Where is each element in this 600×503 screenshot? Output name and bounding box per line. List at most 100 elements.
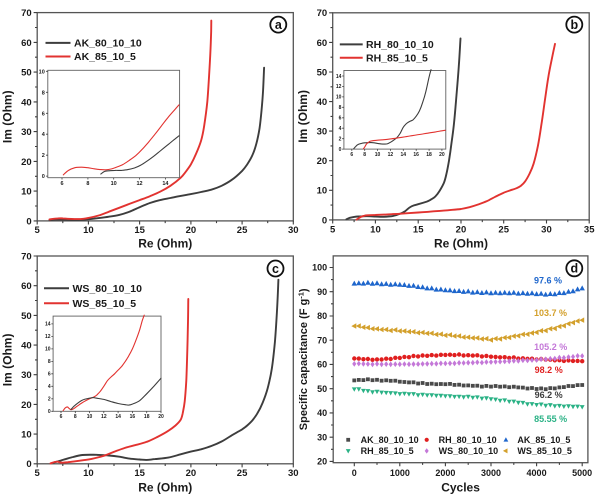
svg-text:20: 20 <box>186 468 197 479</box>
svg-text:60: 60 <box>21 38 32 49</box>
svg-text:AK_85_10_5: AK_85_10_5 <box>517 435 570 445</box>
svg-text:40: 40 <box>317 408 327 418</box>
svg-text:Im (Ohm): Im (Ohm) <box>1 90 15 143</box>
svg-text:10: 10 <box>87 414 93 420</box>
svg-text:25: 25 <box>498 225 509 236</box>
svg-text:2: 2 <box>339 136 342 142</box>
svg-text:50: 50 <box>21 311 32 322</box>
svg-text:15: 15 <box>134 468 145 479</box>
svg-text:6: 6 <box>48 372 51 378</box>
svg-text:0: 0 <box>322 215 327 226</box>
svg-text:10: 10 <box>111 181 117 187</box>
svg-text:20: 20 <box>186 225 197 236</box>
svg-text:WS_85_10_5: WS_85_10_5 <box>73 298 137 310</box>
svg-text:10: 10 <box>83 225 94 236</box>
svg-text:1000: 1000 <box>390 468 410 478</box>
svg-text:12: 12 <box>101 414 107 420</box>
svg-text:18: 18 <box>426 152 432 158</box>
svg-text:5000: 5000 <box>572 468 592 478</box>
svg-text:15: 15 <box>134 225 145 236</box>
svg-text:50: 50 <box>317 384 327 394</box>
svg-text:2000: 2000 <box>435 468 455 478</box>
svg-text:2: 2 <box>48 397 51 403</box>
svg-text:10: 10 <box>45 347 51 353</box>
svg-text:5: 5 <box>35 468 41 479</box>
svg-text:8: 8 <box>74 414 77 420</box>
svg-text:Cycles: Cycles <box>441 481 480 495</box>
svg-text:a: a <box>275 18 283 32</box>
svg-text:15: 15 <box>413 225 424 236</box>
svg-text:0: 0 <box>352 468 357 478</box>
svg-text:25: 25 <box>237 225 248 236</box>
svg-text:20: 20 <box>456 225 467 236</box>
svg-text:70: 70 <box>317 335 327 345</box>
svg-text:14: 14 <box>162 181 169 187</box>
svg-text:4000: 4000 <box>527 468 547 478</box>
svg-text:12: 12 <box>136 181 142 187</box>
svg-text:10: 10 <box>39 69 45 75</box>
svg-text:10: 10 <box>83 468 94 479</box>
svg-text:50: 50 <box>317 67 328 78</box>
svg-text:60: 60 <box>317 38 328 49</box>
svg-text:85.55 %: 85.55 % <box>534 414 567 424</box>
svg-text:6: 6 <box>339 116 342 122</box>
svg-text:96.2 %: 96.2 % <box>535 390 563 400</box>
svg-text:6: 6 <box>350 152 353 158</box>
svg-text:AK_85_10_5: AK_85_10_5 <box>74 51 136 63</box>
svg-text:20: 20 <box>317 156 328 167</box>
svg-text:14: 14 <box>401 152 407 158</box>
svg-text:30: 30 <box>21 370 32 381</box>
svg-text:RH_80_10_10: RH_80_10_10 <box>366 39 434 51</box>
svg-text:Im (Ohm): Im (Ohm) <box>296 90 310 143</box>
svg-text:6: 6 <box>42 111 45 117</box>
svg-text:4: 4 <box>48 384 51 390</box>
svg-text:8: 8 <box>339 105 342 111</box>
svg-text:20: 20 <box>158 414 164 420</box>
svg-text:10: 10 <box>21 187 32 198</box>
svg-text:10: 10 <box>317 186 328 197</box>
svg-text:70: 70 <box>317 8 328 19</box>
svg-text:30: 30 <box>317 432 327 442</box>
svg-text:6: 6 <box>60 414 63 420</box>
svg-text:10: 10 <box>336 95 342 101</box>
svg-text:Re (Ohm): Re (Ohm) <box>434 237 488 251</box>
svg-text:3000: 3000 <box>481 468 501 478</box>
svg-text:30: 30 <box>21 127 32 138</box>
svg-text:30: 30 <box>541 225 552 236</box>
svg-text:14: 14 <box>115 414 121 420</box>
svg-text:50: 50 <box>21 68 32 79</box>
svg-text:5: 5 <box>35 225 41 236</box>
svg-text:b: b <box>570 18 578 32</box>
svg-text:Re (Ohm): Re (Ohm) <box>138 237 192 251</box>
svg-text:14: 14 <box>45 322 51 328</box>
svg-text:60: 60 <box>21 281 32 292</box>
svg-text:Re (Ohm): Re (Ohm) <box>138 481 192 495</box>
svg-text:20: 20 <box>21 400 32 411</box>
svg-text:8: 8 <box>86 181 89 187</box>
svg-text:4: 4 <box>42 132 46 138</box>
svg-text:30: 30 <box>288 225 299 236</box>
svg-text:25: 25 <box>237 468 248 479</box>
svg-text:12: 12 <box>45 334 51 340</box>
svg-text:Im (Ohm): Im (Ohm) <box>1 334 15 387</box>
svg-text:10: 10 <box>21 430 32 441</box>
svg-text:12: 12 <box>388 152 394 158</box>
svg-text:20: 20 <box>317 457 327 467</box>
svg-text:WS_80_10_10: WS_80_10_10 <box>439 446 499 456</box>
svg-text:c: c <box>272 262 279 276</box>
svg-text:40: 40 <box>317 97 328 108</box>
svg-text:6: 6 <box>60 181 63 187</box>
svg-text:2: 2 <box>42 153 45 159</box>
svg-text:8: 8 <box>48 359 51 365</box>
svg-text:97.6 %: 97.6 % <box>534 276 562 286</box>
svg-text:RH_80_10_10: RH_80_10_10 <box>439 435 497 445</box>
svg-text:10: 10 <box>370 225 381 236</box>
svg-text:35: 35 <box>584 225 595 236</box>
svg-text:70: 70 <box>21 251 32 262</box>
svg-text:30: 30 <box>317 127 328 138</box>
svg-text:0: 0 <box>339 147 342 153</box>
svg-text:18: 18 <box>144 414 150 420</box>
svg-text:0: 0 <box>48 409 51 415</box>
svg-text:20: 20 <box>439 152 445 158</box>
svg-text:90: 90 <box>317 287 327 297</box>
